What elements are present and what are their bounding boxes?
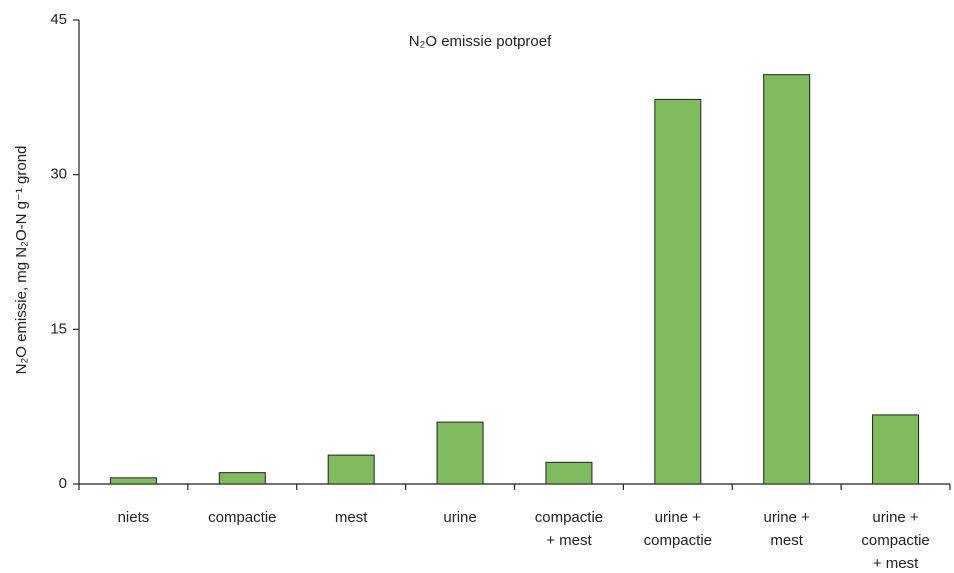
x-tick-label: compactie	[861, 532, 929, 549]
bar	[327, 454, 375, 485]
y-tick-label: 15	[50, 320, 67, 337]
x-tick-label: compactie	[208, 509, 276, 526]
x-tick-label: urine +	[655, 509, 702, 526]
x-tick-label: urine	[443, 509, 476, 526]
x-tick-label: + mest	[546, 532, 592, 549]
bar	[654, 98, 702, 485]
x-tick-label: mest	[335, 509, 368, 526]
y-tick-label: 30	[50, 166, 67, 183]
bar	[109, 477, 157, 485]
bar	[763, 74, 811, 485]
x-tick-label: niets	[118, 509, 150, 526]
bar	[872, 414, 920, 485]
x-tick-label: mest	[770, 532, 803, 549]
bar	[436, 421, 484, 485]
x-tick-label: compactie	[535, 509, 603, 526]
x-tick-label: urine +	[872, 509, 919, 526]
bar	[218, 472, 266, 485]
x-tick-label: + mest	[873, 555, 919, 572]
y-tick-label: 45	[50, 11, 67, 28]
x-tick-label: urine +	[764, 509, 811, 526]
x-tick-label: compactie	[644, 532, 712, 549]
y-tick-label: 0	[59, 475, 67, 492]
chart-title: N₂O emissie potproef	[409, 33, 552, 50]
bar	[545, 461, 593, 485]
y-axis-label: N₂O emissie, mg N₂O-N g⁻¹ grond	[13, 146, 30, 375]
